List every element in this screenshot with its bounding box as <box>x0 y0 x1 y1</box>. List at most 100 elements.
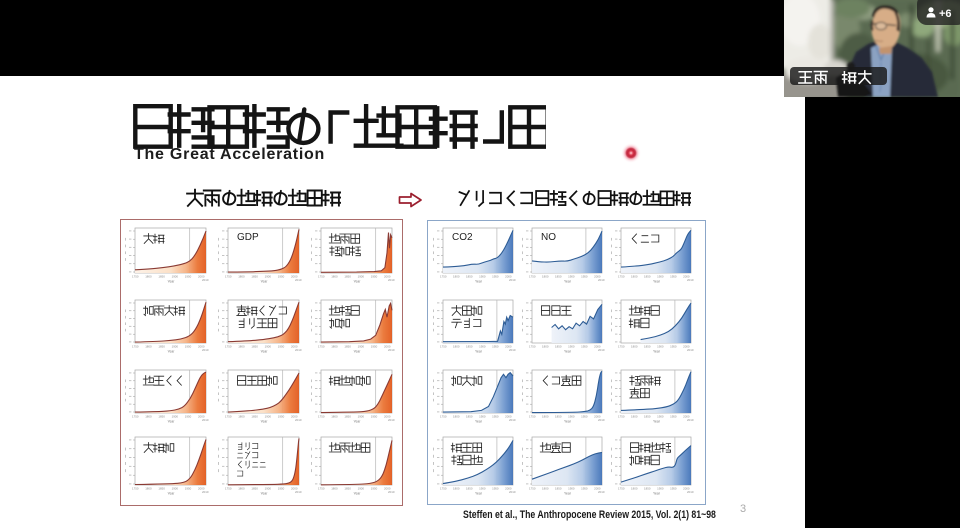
svg-text:1900: 1900 <box>479 415 486 419</box>
svg-text:Year: Year <box>354 492 362 496</box>
svg-text:1750: 1750 <box>132 275 139 279</box>
svg-text:1800: 1800 <box>453 487 460 491</box>
svg-text:2000: 2000 <box>384 275 391 279</box>
svg-text:1750: 1750 <box>440 487 447 491</box>
svg-text:2010: 2010 <box>202 490 209 494</box>
svg-text:1900: 1900 <box>568 487 575 491</box>
svg-text:2010: 2010 <box>509 278 516 282</box>
svg-text:2000: 2000 <box>198 415 205 419</box>
svg-text:2010: 2010 <box>687 348 694 352</box>
svg-text:2000: 2000 <box>594 487 601 491</box>
svg-text:2000: 2000 <box>594 415 601 419</box>
svg-text:1800: 1800 <box>238 275 245 279</box>
svg-text:1800: 1800 <box>453 415 460 419</box>
svg-text:1850: 1850 <box>644 345 651 349</box>
svg-text:2000: 2000 <box>683 275 690 279</box>
svg-text:1800: 1800 <box>631 487 638 491</box>
svg-text:1850: 1850 <box>251 487 258 491</box>
svg-text:2010: 2010 <box>202 278 209 282</box>
svg-text:1750: 1750 <box>440 345 447 349</box>
svg-text:1750: 1750 <box>618 415 625 419</box>
svg-text:Year: Year <box>261 350 269 354</box>
svg-text:Year: Year <box>653 350 661 354</box>
svg-text:1750: 1750 <box>440 415 447 419</box>
svg-text:Year: Year <box>168 492 176 496</box>
svg-text:2010: 2010 <box>202 418 209 422</box>
svg-text:Year: Year <box>564 492 572 496</box>
svg-text:1900: 1900 <box>568 415 575 419</box>
svg-text:1950: 1950 <box>670 275 677 279</box>
svg-text:1900: 1900 <box>265 345 272 349</box>
svg-text:1800: 1800 <box>145 415 152 419</box>
svg-text:2010: 2010 <box>388 278 395 282</box>
svg-text:1950: 1950 <box>670 415 677 419</box>
svg-text:Year: Year <box>168 280 176 284</box>
svg-text:2000: 2000 <box>683 345 690 349</box>
svg-text:2000: 2000 <box>594 345 601 349</box>
svg-text:1800: 1800 <box>453 345 460 349</box>
svg-text:1900: 1900 <box>657 275 664 279</box>
svg-text:1800: 1800 <box>145 487 152 491</box>
svg-text:Year: Year <box>261 280 269 284</box>
svg-text:Year: Year <box>354 350 362 354</box>
svg-text:1900: 1900 <box>568 345 575 349</box>
svg-text:Year: Year <box>653 280 661 284</box>
svg-text:2000: 2000 <box>291 345 298 349</box>
svg-text:1850: 1850 <box>158 345 165 349</box>
svg-text:1950: 1950 <box>371 275 378 279</box>
svg-text:1900: 1900 <box>265 415 272 419</box>
svg-text:Year: Year <box>354 280 362 284</box>
svg-text:1950: 1950 <box>371 345 378 349</box>
svg-text:2010: 2010 <box>388 490 395 494</box>
svg-text:1950: 1950 <box>670 487 677 491</box>
svg-text:Year: Year <box>475 280 483 284</box>
svg-text:Year: Year <box>564 350 572 354</box>
svg-text:1850: 1850 <box>644 275 651 279</box>
svg-text:2000: 2000 <box>505 275 512 279</box>
svg-text:1750: 1750 <box>618 275 625 279</box>
svg-text:Year: Year <box>354 420 362 424</box>
svg-text:1950: 1950 <box>371 415 378 419</box>
svg-text:2010: 2010 <box>598 278 605 282</box>
svg-text:2000: 2000 <box>505 415 512 419</box>
svg-text:2000: 2000 <box>505 345 512 349</box>
svg-text:2010: 2010 <box>598 418 605 422</box>
svg-text:1850: 1850 <box>344 275 351 279</box>
svg-text:1750: 1750 <box>529 275 536 279</box>
svg-text:1750: 1750 <box>529 415 536 419</box>
svg-text:1950: 1950 <box>278 345 285 349</box>
svg-text:1950: 1950 <box>670 345 677 349</box>
svg-text:2000: 2000 <box>384 415 391 419</box>
svg-text:1950: 1950 <box>278 487 285 491</box>
svg-text:2000: 2000 <box>291 487 298 491</box>
svg-text:2010: 2010 <box>687 490 694 494</box>
svg-text:1900: 1900 <box>358 487 365 491</box>
svg-text:1850: 1850 <box>555 345 562 349</box>
svg-text:Year: Year <box>564 280 572 284</box>
svg-text:1800: 1800 <box>238 487 245 491</box>
svg-text:1750: 1750 <box>132 415 139 419</box>
svg-text:1750: 1750 <box>440 275 447 279</box>
svg-text:1850: 1850 <box>466 487 473 491</box>
svg-text:1800: 1800 <box>331 487 338 491</box>
svg-text:2010: 2010 <box>202 348 209 352</box>
svg-text:1750: 1750 <box>618 345 625 349</box>
svg-text:Year: Year <box>475 420 483 424</box>
svg-text:1950: 1950 <box>492 487 499 491</box>
svg-text:1900: 1900 <box>172 487 179 491</box>
svg-text:1750: 1750 <box>318 275 325 279</box>
svg-text:2000: 2000 <box>505 487 512 491</box>
svg-text:1850: 1850 <box>251 345 258 349</box>
svg-text:2000: 2000 <box>291 415 298 419</box>
svg-text:1850: 1850 <box>466 275 473 279</box>
svg-text:1850: 1850 <box>344 345 351 349</box>
svg-text:2000: 2000 <box>683 415 690 419</box>
svg-text:2000: 2000 <box>198 487 205 491</box>
svg-text:1750: 1750 <box>225 275 232 279</box>
svg-text:1950: 1950 <box>581 345 588 349</box>
svg-text:2010: 2010 <box>295 278 302 282</box>
svg-text:Year: Year <box>475 350 483 354</box>
svg-text:2000: 2000 <box>683 487 690 491</box>
svg-text:1800: 1800 <box>238 345 245 349</box>
svg-text:1800: 1800 <box>542 345 549 349</box>
